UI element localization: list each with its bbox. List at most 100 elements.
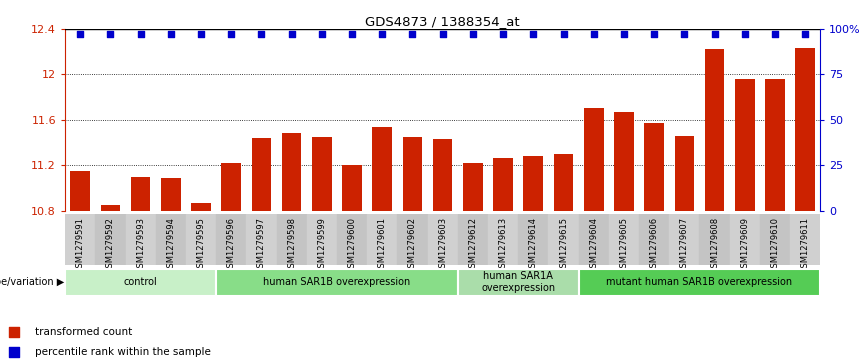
Text: GSM1279595: GSM1279595 xyxy=(196,217,206,273)
Text: GSM1279609: GSM1279609 xyxy=(740,217,749,273)
Bar xyxy=(191,203,211,211)
Bar xyxy=(155,214,186,265)
Text: GSM1279591: GSM1279591 xyxy=(76,217,85,273)
Bar xyxy=(644,123,664,211)
Bar xyxy=(216,269,457,296)
Text: GSM1279615: GSM1279615 xyxy=(559,217,568,273)
Bar xyxy=(403,137,423,211)
Bar xyxy=(70,171,90,211)
Point xyxy=(738,32,752,37)
Bar xyxy=(277,214,306,265)
Point xyxy=(436,32,450,37)
Bar xyxy=(101,205,121,211)
Bar xyxy=(65,269,216,296)
Bar xyxy=(282,134,301,211)
Point xyxy=(707,32,721,37)
Bar xyxy=(549,214,579,265)
Point xyxy=(405,32,419,37)
Text: GSM1279602: GSM1279602 xyxy=(408,217,417,273)
Point xyxy=(134,32,148,37)
Text: human SAR1B overexpression: human SAR1B overexpression xyxy=(263,277,411,287)
Text: GSM1279599: GSM1279599 xyxy=(318,217,326,273)
Point xyxy=(466,32,480,37)
Bar xyxy=(337,214,367,265)
Point xyxy=(677,32,691,37)
Bar xyxy=(669,214,700,265)
Point xyxy=(799,32,812,37)
Bar xyxy=(367,214,398,265)
Bar xyxy=(95,214,126,265)
Point xyxy=(285,32,299,37)
Point xyxy=(556,32,570,37)
Point xyxy=(526,32,540,37)
Bar xyxy=(312,137,332,211)
Bar xyxy=(126,214,155,265)
Text: GSM1279603: GSM1279603 xyxy=(438,217,447,273)
Bar xyxy=(433,139,452,211)
Text: GSM1279592: GSM1279592 xyxy=(106,217,115,273)
Text: human SAR1A
overexpression: human SAR1A overexpression xyxy=(481,272,556,293)
Text: genotype/variation ▶: genotype/variation ▶ xyxy=(0,277,64,287)
Point xyxy=(496,32,510,37)
Text: GSM1279594: GSM1279594 xyxy=(167,217,175,273)
Point xyxy=(164,32,178,37)
Bar xyxy=(252,138,272,211)
Point xyxy=(7,349,21,355)
Bar xyxy=(342,165,362,211)
Bar xyxy=(186,214,216,265)
Bar xyxy=(457,214,488,265)
Text: GSM1279596: GSM1279596 xyxy=(227,217,236,273)
Point xyxy=(375,32,389,37)
Point xyxy=(587,32,601,37)
Title: GDS4873 / 1388354_at: GDS4873 / 1388354_at xyxy=(365,15,520,28)
Bar xyxy=(65,214,95,265)
Text: GSM1279614: GSM1279614 xyxy=(529,217,538,273)
Point xyxy=(648,32,661,37)
Bar xyxy=(705,49,725,211)
Bar xyxy=(518,214,549,265)
Point xyxy=(103,32,117,37)
Bar xyxy=(428,214,457,265)
Bar xyxy=(700,214,730,265)
Bar xyxy=(614,112,634,211)
Point xyxy=(315,32,329,37)
Bar xyxy=(554,154,574,211)
Bar xyxy=(398,214,428,265)
Bar xyxy=(247,214,277,265)
Text: GSM1279606: GSM1279606 xyxy=(649,217,659,273)
Bar xyxy=(131,176,150,211)
Bar xyxy=(730,214,760,265)
Text: mutant human SAR1B overexpression: mutant human SAR1B overexpression xyxy=(607,277,792,287)
Point xyxy=(7,329,21,335)
Bar xyxy=(790,214,820,265)
Text: GSM1279611: GSM1279611 xyxy=(800,217,810,273)
Text: GSM1279608: GSM1279608 xyxy=(710,217,719,273)
Text: GSM1279598: GSM1279598 xyxy=(287,217,296,273)
Bar xyxy=(488,214,518,265)
Bar xyxy=(306,214,337,265)
Text: GSM1279607: GSM1279607 xyxy=(680,217,689,273)
Text: GSM1279593: GSM1279593 xyxy=(136,217,145,273)
Bar xyxy=(735,79,754,211)
Text: GSM1279601: GSM1279601 xyxy=(378,217,387,273)
Bar xyxy=(674,136,694,211)
Bar xyxy=(579,214,608,265)
Bar xyxy=(584,109,603,211)
Bar xyxy=(221,163,241,211)
Bar xyxy=(765,79,785,211)
Text: GSM1279612: GSM1279612 xyxy=(469,217,477,273)
Point xyxy=(224,32,238,37)
Text: transformed count: transformed count xyxy=(35,327,132,337)
Bar xyxy=(457,269,579,296)
Text: GSM1279605: GSM1279605 xyxy=(620,217,628,273)
Point xyxy=(194,32,208,37)
Bar xyxy=(795,48,815,211)
Bar xyxy=(639,214,669,265)
Text: GSM1279613: GSM1279613 xyxy=(498,217,508,273)
Bar xyxy=(493,158,513,211)
Text: control: control xyxy=(124,277,157,287)
Point xyxy=(73,32,87,37)
Text: GSM1279600: GSM1279600 xyxy=(347,217,357,273)
Bar xyxy=(161,178,181,211)
Text: GSM1279604: GSM1279604 xyxy=(589,217,598,273)
